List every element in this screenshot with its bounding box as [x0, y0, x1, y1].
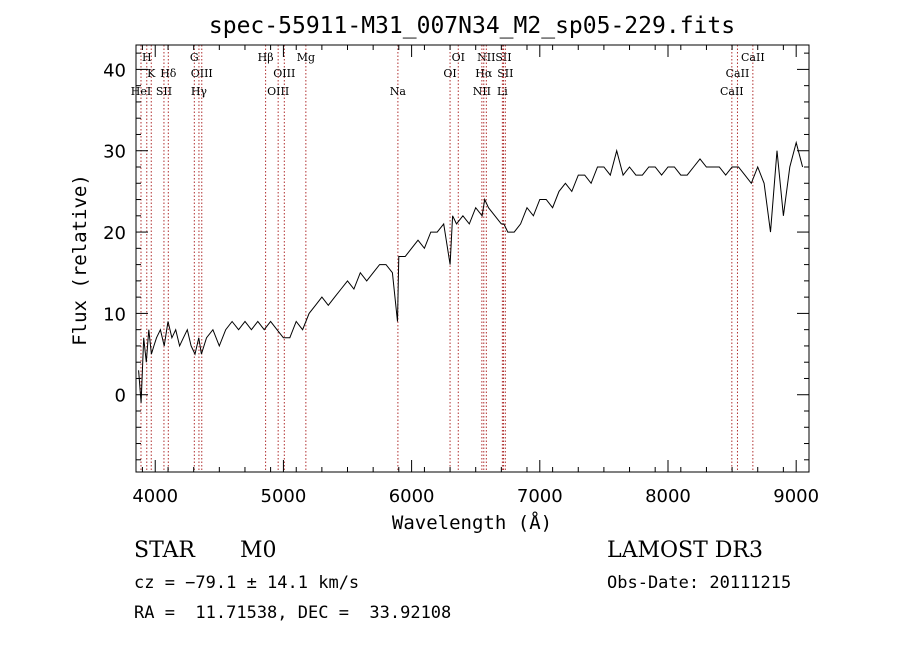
x-tick-label-1: 5000 [261, 486, 307, 507]
line-label-6: OIII [191, 67, 213, 80]
line-label-1: K [147, 67, 156, 80]
redshift-text: cz = −79.1 ± 14.1 km/s [134, 573, 360, 593]
line-label-12: Na [390, 85, 407, 98]
x-tick-label-5: 9000 [773, 486, 819, 507]
x-axis-label: Wavelength (Å) [392, 511, 552, 534]
line-label-10: OIII [267, 85, 289, 98]
line-label-2: HeI [131, 85, 151, 98]
x-tick-label-4: 8000 [645, 486, 691, 507]
line-label-7: Hγ [191, 85, 208, 98]
line-label-19: NII [473, 85, 491, 98]
x-tick-label-0: 4000 [132, 486, 178, 507]
line-label-23: CaII [720, 85, 744, 98]
line-label-8: Hβ [258, 51, 274, 64]
plot-frame [135, 44, 810, 473]
y-tick-label-1: 10 [103, 304, 126, 325]
y-tick-label-2: 20 [103, 223, 126, 244]
survey-label: LAMOST DR3 [607, 538, 763, 563]
line-label-11: Mg [297, 51, 315, 64]
y-tick-label-4: 40 [103, 60, 126, 81]
line-label-22: CaII [726, 67, 750, 80]
line-label-4: Hδ [160, 67, 177, 80]
chart-title: spec-55911-M31_007N34_M2_sp05-229.fits [209, 13, 735, 39]
coords-text: RA = 11.71538, DEC = 33.92108 [134, 603, 452, 623]
x-tick-label-2: 6000 [389, 486, 435, 507]
line-label-17: Hα [475, 67, 493, 80]
line-label-15: NII [477, 51, 495, 64]
subclass-label: M0 [240, 538, 277, 563]
spectrum-series-0 [138, 140, 804, 403]
line-label-9: OIII [273, 67, 295, 80]
line-label-13: OI [452, 51, 465, 64]
x-tick-label-3: 7000 [517, 486, 563, 507]
y-axis: 0 10 20 30 40 [103, 52, 809, 461]
x-axis: 4000 5000 6000 7000 8000 9000 [132, 45, 819, 507]
line-label-16: SII [495, 51, 511, 64]
line-label-0: H [142, 51, 152, 64]
y-axis-label: Flux (relative) [69, 174, 91, 346]
line-label-3: SII [156, 85, 172, 98]
line-label-5: G [190, 51, 199, 64]
line-label-21: CaII [741, 51, 765, 64]
line-label-14: OI [443, 67, 456, 80]
obs-date-text: Obs-Date: 20111215 [607, 573, 792, 593]
y-tick-label-3: 30 [103, 142, 126, 163]
class-label: STAR [134, 538, 195, 563]
line-label-18: SII [497, 67, 513, 80]
line-label-20: Li [497, 85, 508, 98]
plot-area [138, 140, 804, 403]
y-tick-label-0: 0 [115, 386, 126, 407]
